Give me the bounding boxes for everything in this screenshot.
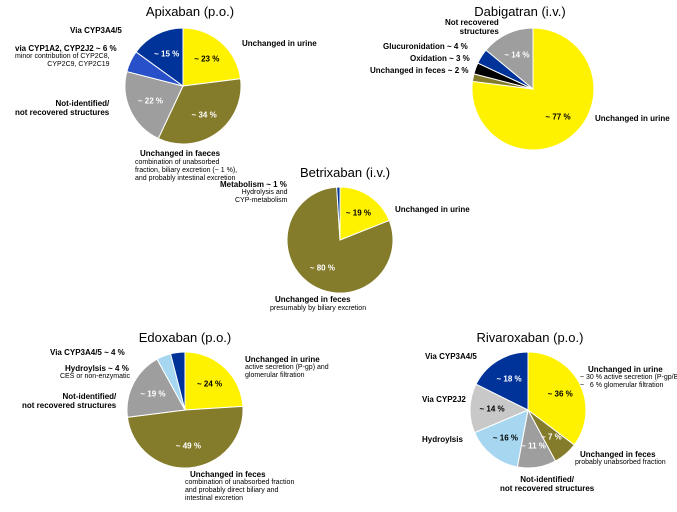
pie-slice [127,406,243,468]
apixaban-label-feces: Unchanged in faeces [140,149,220,158]
apixaban-chart: Apixaban (p.o.) Unchanged in urine Via C… [10,4,320,179]
betrixaban-chart: Betrixaban (i.v.) Unchanged in urine Met… [200,165,470,315]
edoxaban-label-hydro-sub: CES or non-enzymatic [60,373,130,381]
dabigatran-label-urine: Unchanged in urine [595,114,670,123]
rivaroxaban-title: Rivaroxaban (p.o.) [455,330,605,345]
slice-pct-label: ~ 80 % [310,263,335,272]
apixaban-pie [123,26,243,146]
betrixaban-label-urine: Unchanged in urine [395,205,470,214]
edoxaban-label-notid: Not-identified/not recovered structures [22,392,116,410]
edoxaban-label-urine-sub: active secretion (P-gp) andglomerular fi… [245,364,329,380]
slice-pct-label: ~ 18 % [496,375,521,384]
edoxaban-label-cyp34: Via CYP3A4/5 ~ 4 % [50,348,125,357]
slice-pct-label: ~ 14 % [504,50,529,59]
betrixaban-label-metab: Metabolism ~ 1 % [220,180,287,189]
edoxaban-label-hydro: Hydroylsis ~ 4 % [65,364,129,373]
dabigatran-label-notid: Not recoveredstructures [445,18,499,36]
betrixaban-title: Betrixaban (i.v.) [280,165,410,180]
apixaban-label-cyp12-sub: minor contribution of CYP2C8,CYP2C9, CYP… [15,53,110,69]
betrixaban-label-feces-sub: presumably by biliary excretion [270,305,366,313]
slice-pct-label: ~ 34 % [192,111,217,120]
edoxaban-title: Edoxaban (p.o.) [115,330,255,345]
rivaroxaban-label-cyp2j2: Via CYP2J2 [422,395,466,404]
dabigatran-title: Dabigatran (i.v.) [450,4,590,19]
betrixaban-label-metab-sub: Hydrolysis andCYP-metabolism [235,189,288,205]
slice-pct-label: ~ 36 % [548,389,573,398]
betrixaban-label-feces: Unchanged in feces [275,295,351,304]
slice-pct-label: ~ 11 % [521,441,546,450]
rivaroxaban-label-hydro: Hydroylsis [422,435,463,444]
rivaroxaban-chart: Rivaroxaban (p.o.) Unchanged in urine ~ … [370,330,675,505]
apixaban-label-notid: Not-identified/not recovered structures [15,99,109,117]
slice-pct-label: ~ 22 % [138,97,163,106]
slice-pct-label: ~ 19 % [346,208,371,217]
betrixaban-pie [285,185,395,295]
edoxaban-label-urine: Unchanged in urine [245,355,320,364]
rivaroxaban-label-urine: Unchanged in urine [588,365,663,374]
rivaroxaban-label-feces: Unchanged in feces [580,450,656,459]
edoxaban-label-feces-sub: combination of unabsorbed fractionand pr… [185,479,294,503]
rivaroxaban-label-urine-sub: ~ 30 % active secretion (P-gp/BCRP)~ 6 %… [580,374,677,390]
rivaroxaban-label-feces-sub: probably unabsorbed fraction [575,459,666,467]
apixaban-title: Apixaban (p.o.) [120,4,260,19]
apixaban-label-cyp34: Via CYP3A4/5 [70,26,122,35]
rivaroxaban-label-notid: Not-identified/not recovered structures [500,475,594,493]
edoxaban-pie [125,350,245,470]
apixaban-label-urine: Unchanged in urine [242,39,317,48]
dabigatran-label-ox: Oxidation ~ 3 % [410,54,470,63]
edoxaban-chart: Edoxaban (p.o.) Unchanged in urine activ… [10,330,340,505]
slice-pct-label: ~ 15 % [154,49,179,58]
rivaroxaban-label-cyp34: Via CYP3A4/5 [425,352,477,361]
slice-pct-label: ~ 14 % [479,404,504,413]
slice-pct-label: ~ 16 % [493,434,518,443]
dabigatran-label-feces: Unchanged in feces ~ 2 % [370,66,468,75]
slice-pct-label: ~ 19 % [140,389,165,398]
dabigatran-chart: Dabigatran (i.v.) Unchanged in urine Not… [370,4,670,169]
apixaban-label-cyp12: via CYP1A2, CYP2J2 ~ 6 % [15,44,117,53]
slice-pct-label: ~ 23 % [194,55,219,64]
dabigatran-label-gluc: Glucuronidation ~ 4 % [383,42,468,51]
slice-pct-label: ~ 24 % [197,379,222,388]
dabigatran-pie [470,26,596,152]
edoxaban-label-feces: Unchanged in feces [190,470,266,479]
slice-pct-label: ~ 77 % [545,113,570,122]
slice-pct-label: ~ 49 % [176,441,201,450]
